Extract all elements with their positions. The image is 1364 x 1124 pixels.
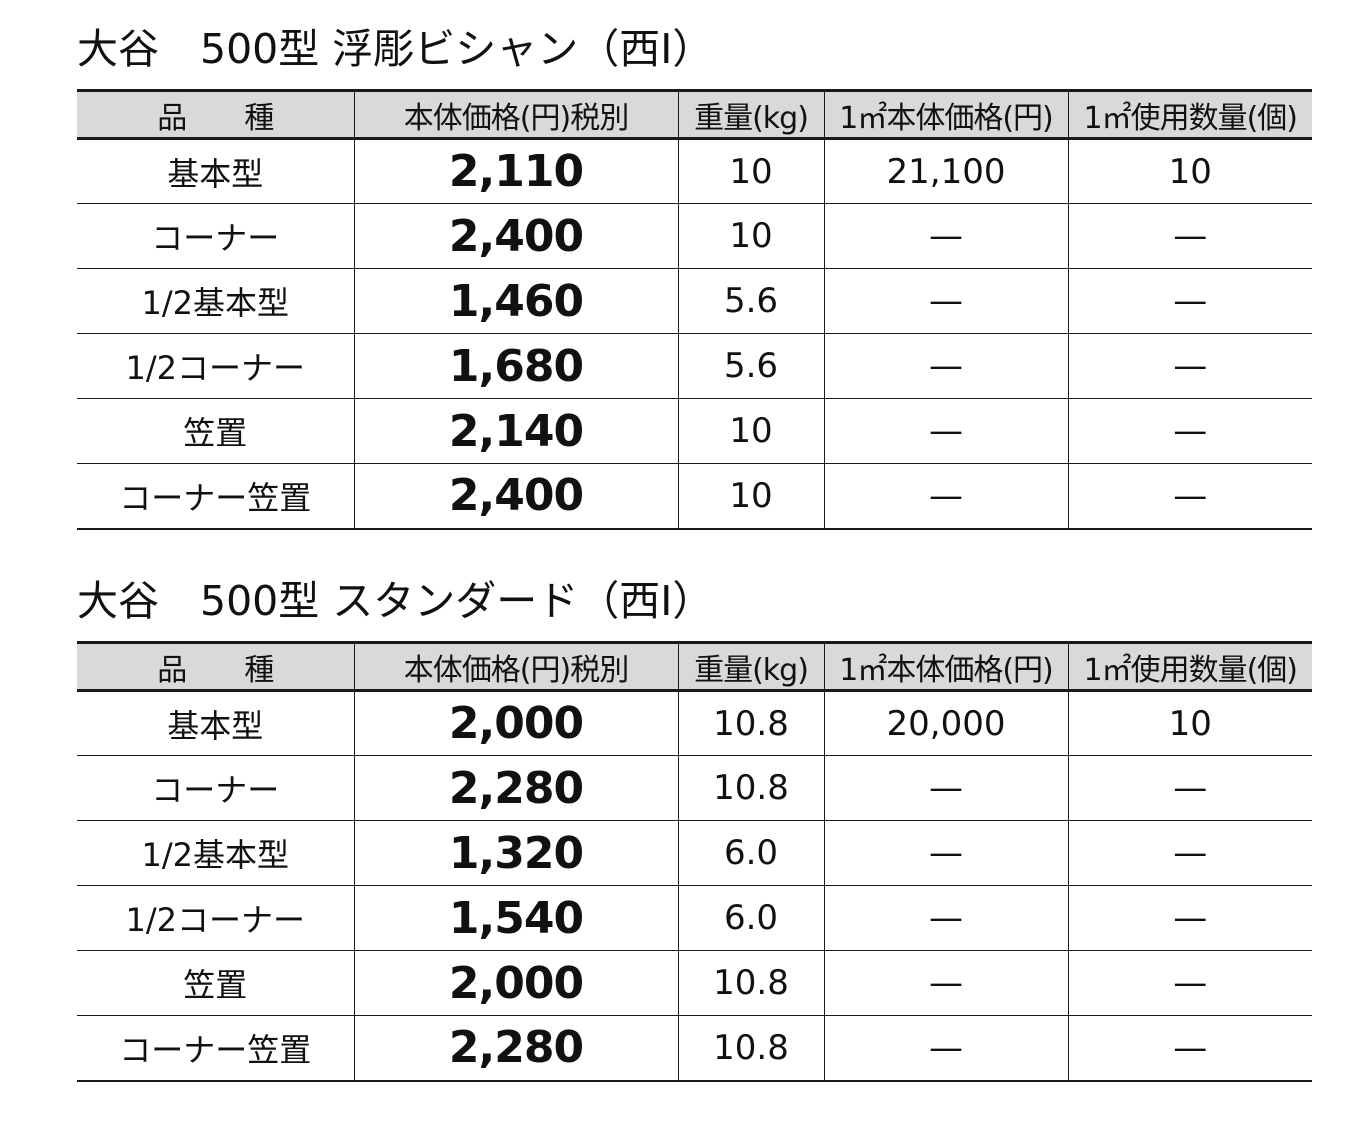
cell-price: 2,000 bbox=[353, 690, 678, 756]
table-row: コーナー笠置 2,280 10.8 — — bbox=[77, 1015, 1312, 1082]
cell-price: 2,140 bbox=[353, 398, 678, 464]
cell-weight: 10 bbox=[677, 203, 824, 269]
cell-per-m2-price: 20,000 bbox=[823, 690, 1068, 756]
cell-product-name: 笠置 bbox=[77, 950, 354, 1016]
table-row: コーナー 2,400 10 — — bbox=[77, 203, 1312, 269]
header-per-m2-quantity: 1㎡使用数量(個) bbox=[1067, 641, 1312, 692]
cell-product-name: 笠置 bbox=[77, 398, 354, 464]
cell-per-m2-quantity: 10 bbox=[1067, 690, 1312, 756]
header-per-m2-price: 1㎡本体価格(円) bbox=[823, 641, 1068, 692]
price-table: 品 種 本体価格(円)税別 重量(kg) 1㎡本体価格(円) 1㎡使用数量(個)… bbox=[77, 641, 1312, 1082]
header-price: 本体価格(円)税別 bbox=[353, 641, 678, 692]
cell-per-m2-quantity: 10 bbox=[1067, 138, 1312, 204]
cell-per-m2-quantity: — bbox=[1067, 268, 1312, 334]
cell-weight: 10 bbox=[677, 398, 824, 464]
table-row: 1/2コーナー 1,540 6.0 — — bbox=[77, 885, 1312, 951]
cell-per-m2-price: — bbox=[823, 950, 1068, 1016]
table-row: 笠置 2,140 10 — — bbox=[77, 398, 1312, 464]
table-header-row: 品 種 本体価格(円)税別 重量(kg) 1㎡本体価格(円) 1㎡使用数量(個) bbox=[77, 89, 1312, 140]
cell-per-m2-quantity: — bbox=[1067, 755, 1312, 821]
cell-price: 1,460 bbox=[353, 268, 678, 334]
table-header-row: 品 種 本体価格(円)税別 重量(kg) 1㎡本体価格(円) 1㎡使用数量(個) bbox=[77, 641, 1312, 692]
header-product-type: 品 種 bbox=[77, 641, 354, 692]
table-row: コーナー 2,280 10.8 — — bbox=[77, 755, 1312, 821]
cell-per-m2-quantity: — bbox=[1067, 950, 1312, 1016]
cell-price: 2,280 bbox=[353, 1015, 678, 1082]
cell-product-name: 1/2コーナー bbox=[77, 333, 354, 399]
cell-weight: 10.8 bbox=[677, 690, 824, 756]
table-row: 基本型 2,110 10 21,100 10 bbox=[77, 138, 1312, 204]
cell-weight: 10 bbox=[677, 138, 824, 204]
cell-per-m2-price: — bbox=[823, 755, 1068, 821]
table-row: コーナー笠置 2,400 10 — — bbox=[77, 463, 1312, 530]
cell-per-m2-price: — bbox=[823, 398, 1068, 464]
cell-per-m2-quantity: — bbox=[1067, 463, 1312, 530]
cell-product-name: 基本型 bbox=[77, 690, 354, 756]
cell-per-m2-price: 21,100 bbox=[823, 138, 1068, 204]
cell-weight: 10.8 bbox=[677, 950, 824, 1016]
cell-price: 2,280 bbox=[353, 755, 678, 821]
cell-per-m2-quantity: — bbox=[1067, 1015, 1312, 1082]
cell-per-m2-quantity: — bbox=[1067, 203, 1312, 269]
cell-per-m2-quantity: — bbox=[1067, 398, 1312, 464]
cell-per-m2-price: — bbox=[823, 203, 1068, 269]
section-title: 大谷 500型 スタンダード（西Ⅰ） bbox=[77, 577, 714, 625]
cell-weight: 6.0 bbox=[677, 820, 824, 886]
table-row: 基本型 2,000 10.8 20,000 10 bbox=[77, 690, 1312, 756]
cell-per-m2-price: — bbox=[823, 1015, 1068, 1082]
header-weight: 重量(kg) bbox=[677, 641, 824, 692]
cell-price: 2,400 bbox=[353, 463, 678, 530]
table-row: 1/2基本型 1,320 6.0 — — bbox=[77, 820, 1312, 886]
header-product-type: 品 種 bbox=[77, 89, 354, 140]
cell-product-name: コーナー笠置 bbox=[77, 463, 354, 530]
cell-per-m2-quantity: — bbox=[1067, 333, 1312, 399]
cell-per-m2-price: — bbox=[823, 885, 1068, 951]
cell-product-name: 1/2基本型 bbox=[77, 268, 354, 334]
cell-price: 1,540 bbox=[353, 885, 678, 951]
header-price: 本体価格(円)税別 bbox=[353, 89, 678, 140]
cell-price: 1,320 bbox=[353, 820, 678, 886]
cell-per-m2-quantity: — bbox=[1067, 885, 1312, 951]
header-per-m2-price: 1㎡本体価格(円) bbox=[823, 89, 1068, 140]
cell-product-name: コーナー bbox=[77, 755, 354, 821]
cell-per-m2-price: — bbox=[823, 333, 1068, 399]
cell-product-name: 1/2基本型 bbox=[77, 820, 354, 886]
cell-product-name: コーナー笠置 bbox=[77, 1015, 354, 1082]
cell-per-m2-price: — bbox=[823, 463, 1068, 530]
cell-weight: 10.8 bbox=[677, 1015, 824, 1082]
cell-price: 1,680 bbox=[353, 333, 678, 399]
header-per-m2-quantity: 1㎡使用数量(個) bbox=[1067, 89, 1312, 140]
table-row: 1/2コーナー 1,680 5.6 — — bbox=[77, 333, 1312, 399]
cell-product-name: 基本型 bbox=[77, 138, 354, 204]
cell-product-name: 1/2コーナー bbox=[77, 885, 354, 951]
cell-weight: 5.6 bbox=[677, 333, 824, 399]
cell-price: 2,000 bbox=[353, 950, 678, 1016]
cell-weight: 6.0 bbox=[677, 885, 824, 951]
table-row: 1/2基本型 1,460 5.6 — — bbox=[77, 268, 1312, 334]
header-weight: 重量(kg) bbox=[677, 89, 824, 140]
cell-weight: 10.8 bbox=[677, 755, 824, 821]
table-row: 笠置 2,000 10.8 — — bbox=[77, 950, 1312, 1016]
cell-per-m2-price: — bbox=[823, 268, 1068, 334]
cell-weight: 5.6 bbox=[677, 268, 824, 334]
cell-price: 2,110 bbox=[353, 138, 678, 204]
cell-per-m2-quantity: — bbox=[1067, 820, 1312, 886]
cell-price: 2,400 bbox=[353, 203, 678, 269]
cell-product-name: コーナー bbox=[77, 203, 354, 269]
section-title: 大谷 500型 浮彫ビシャン（西Ⅰ） bbox=[77, 25, 714, 73]
cell-weight: 10 bbox=[677, 463, 824, 530]
cell-per-m2-price: — bbox=[823, 820, 1068, 886]
price-table: 品 種 本体価格(円)税別 重量(kg) 1㎡本体価格(円) 1㎡使用数量(個)… bbox=[77, 89, 1312, 530]
